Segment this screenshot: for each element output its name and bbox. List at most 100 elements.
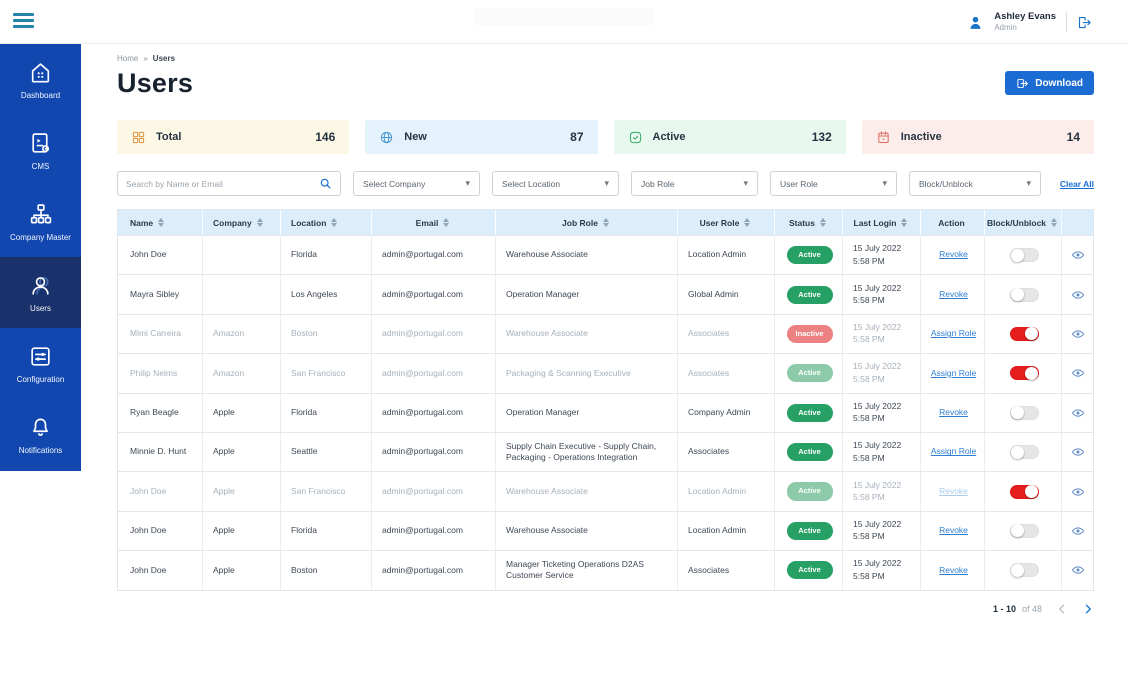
column-header-last-login[interactable]: Last Login (843, 210, 921, 235)
cell-name: Mayra Sibley (118, 275, 203, 314)
cell-view (1062, 354, 1093, 392)
block-toggle[interactable] (1009, 248, 1039, 263)
column-header-view (1062, 210, 1093, 235)
eye-icon[interactable] (1071, 445, 1085, 459)
stat-card-new: New 87 (365, 120, 598, 154)
column-header-user-role[interactable]: User Role (678, 210, 775, 235)
table-row: Mimi Carreira Amazon Boston admin@portugal.… (118, 313, 1093, 354)
download-button[interactable]: Download (1005, 71, 1094, 95)
cell-user-role: Company Admin (678, 393, 775, 432)
download-icon (1017, 78, 1029, 88)
search-input[interactable] (126, 178, 319, 189)
cell-email: admin@portugal.com (372, 354, 496, 393)
action-link[interactable]: Assign Role (930, 328, 977, 339)
eye-icon[interactable] (1071, 406, 1085, 420)
action-link[interactable]: Revoke (939, 485, 968, 496)
cell-block-toggle (985, 472, 1062, 511)
filter-select-job-role[interactable]: Job Role ▾ (631, 171, 758, 196)
block-toggle[interactable] (1009, 523, 1039, 538)
block-toggle[interactable] (1009, 326, 1039, 341)
sort-icon[interactable] (331, 218, 338, 227)
sidebar-item-configuration[interactable]: Configuration (0, 328, 81, 399)
chevron-down-icon: ▾ (465, 178, 470, 188)
action-link[interactable]: Revoke (939, 249, 968, 260)
column-header-email[interactable]: Email (372, 210, 496, 235)
cell-status: Active (775, 354, 843, 393)
sort-icon[interactable] (819, 218, 826, 227)
block-toggle[interactable] (1009, 287, 1039, 302)
breadcrumb-home[interactable]: Home (117, 54, 139, 63)
eye-icon[interactable] (1071, 524, 1085, 538)
pagination-prev-icon[interactable] (1056, 603, 1068, 615)
cell-last-login: 15 July 2022 5:58 PM (843, 551, 921, 590)
sidebar-item-notifications[interactable]: Notifications (0, 399, 81, 470)
action-link[interactable]: Revoke (939, 564, 968, 575)
block-toggle[interactable] (1009, 366, 1039, 381)
filter-select-block-unblock[interactable]: Block/Unblock ▾ (909, 171, 1041, 196)
org-chart-icon (28, 202, 53, 227)
filter-select-select-location[interactable]: Select Location ▾ (492, 171, 619, 196)
column-header-status[interactable]: Status (775, 210, 843, 235)
action-link[interactable]: Revoke (939, 288, 968, 299)
user-icon (28, 273, 53, 298)
column-header-name[interactable]: Name (118, 210, 203, 235)
logout-icon[interactable] (1077, 15, 1092, 30)
cell-name: Mimi Carreira (118, 314, 203, 354)
cell-last-login: 15 July 2022 5:58 PM (843, 275, 921, 314)
column-header-location[interactable]: Location (281, 210, 372, 235)
column-label: User Role (699, 217, 740, 228)
eye-icon[interactable] (1071, 327, 1085, 341)
cell-job-role: Supply Chain Executive - Supply Chain, P… (496, 432, 678, 472)
filter-select-user-role[interactable]: User Role ▾ (770, 171, 897, 196)
cell-user-role: Location Admin (678, 472, 775, 511)
hamburger-menu-icon[interactable] (13, 13, 34, 28)
cell-location: Los Angeles (281, 275, 372, 314)
chevron-down-icon: ▾ (882, 178, 887, 188)
column-label: Location (291, 217, 327, 228)
eye-icon[interactable] (1071, 248, 1085, 262)
sidebar-item-dashboard[interactable]: Dashboard (0, 44, 81, 115)
eye-icon[interactable] (1071, 366, 1085, 380)
search-icon[interactable] (319, 177, 332, 190)
cell-status: Active (775, 432, 843, 472)
cell-job-role: Packaging & Scanning Executive (496, 354, 678, 393)
block-toggle[interactable] (1009, 484, 1039, 499)
sort-icon[interactable] (1051, 218, 1058, 227)
cell-action: Revoke (921, 275, 985, 314)
clear-all-link[interactable]: Clear All (1059, 178, 1094, 189)
column-header-block-unblock[interactable]: Block/Unblock (985, 210, 1062, 235)
cell-job-role: Warehouse Associate (496, 472, 678, 511)
block-toggle[interactable] (1009, 405, 1039, 420)
sort-icon[interactable] (256, 218, 263, 227)
filter-select-select-company[interactable]: Select Company ▾ (353, 171, 480, 196)
column-header-company[interactable]: Company (203, 210, 281, 235)
table-body: John Doe Florida admin@portugal.com Warehou… (118, 235, 1093, 590)
action-link[interactable]: Assign Role (930, 367, 977, 378)
pagination-next-icon[interactable] (1082, 603, 1094, 615)
sort-icon[interactable] (158, 218, 165, 227)
block-toggle[interactable] (1009, 445, 1039, 460)
action-link[interactable]: Revoke (939, 525, 968, 536)
sidebar-item-company-master[interactable]: Company Master (0, 186, 81, 257)
last-login-time: 5:58 PM (853, 452, 885, 463)
cell-location: Boston (281, 551, 372, 590)
pagination: 1 - 10 of 48 (117, 603, 1094, 615)
action-link[interactable]: Revoke (939, 407, 968, 418)
column-header-job-role[interactable]: Job Role (496, 210, 678, 235)
table-row: John Doe Florida admin@portugal.com Warehou… (118, 235, 1093, 275)
sort-icon[interactable] (602, 218, 609, 227)
chevron-down-icon: ▾ (1026, 178, 1031, 188)
sidebar-item-users[interactable]: Users (0, 257, 81, 328)
action-link[interactable]: Assign Role (930, 446, 977, 457)
cell-view (1062, 236, 1093, 274)
sort-icon[interactable] (901, 218, 908, 227)
cell-user-role: Associates (678, 432, 775, 472)
sort-icon[interactable] (744, 218, 751, 227)
block-toggle[interactable] (1009, 563, 1039, 578)
eye-icon[interactable] (1071, 563, 1085, 577)
sidebar-item-cms[interactable]: CMS (0, 115, 81, 186)
eye-icon[interactable] (1071, 288, 1085, 302)
table-row: John Doe Apple Florida admin@portugal.com Wa… (118, 510, 1093, 551)
eye-icon[interactable] (1071, 485, 1085, 499)
sort-icon[interactable] (443, 218, 450, 227)
